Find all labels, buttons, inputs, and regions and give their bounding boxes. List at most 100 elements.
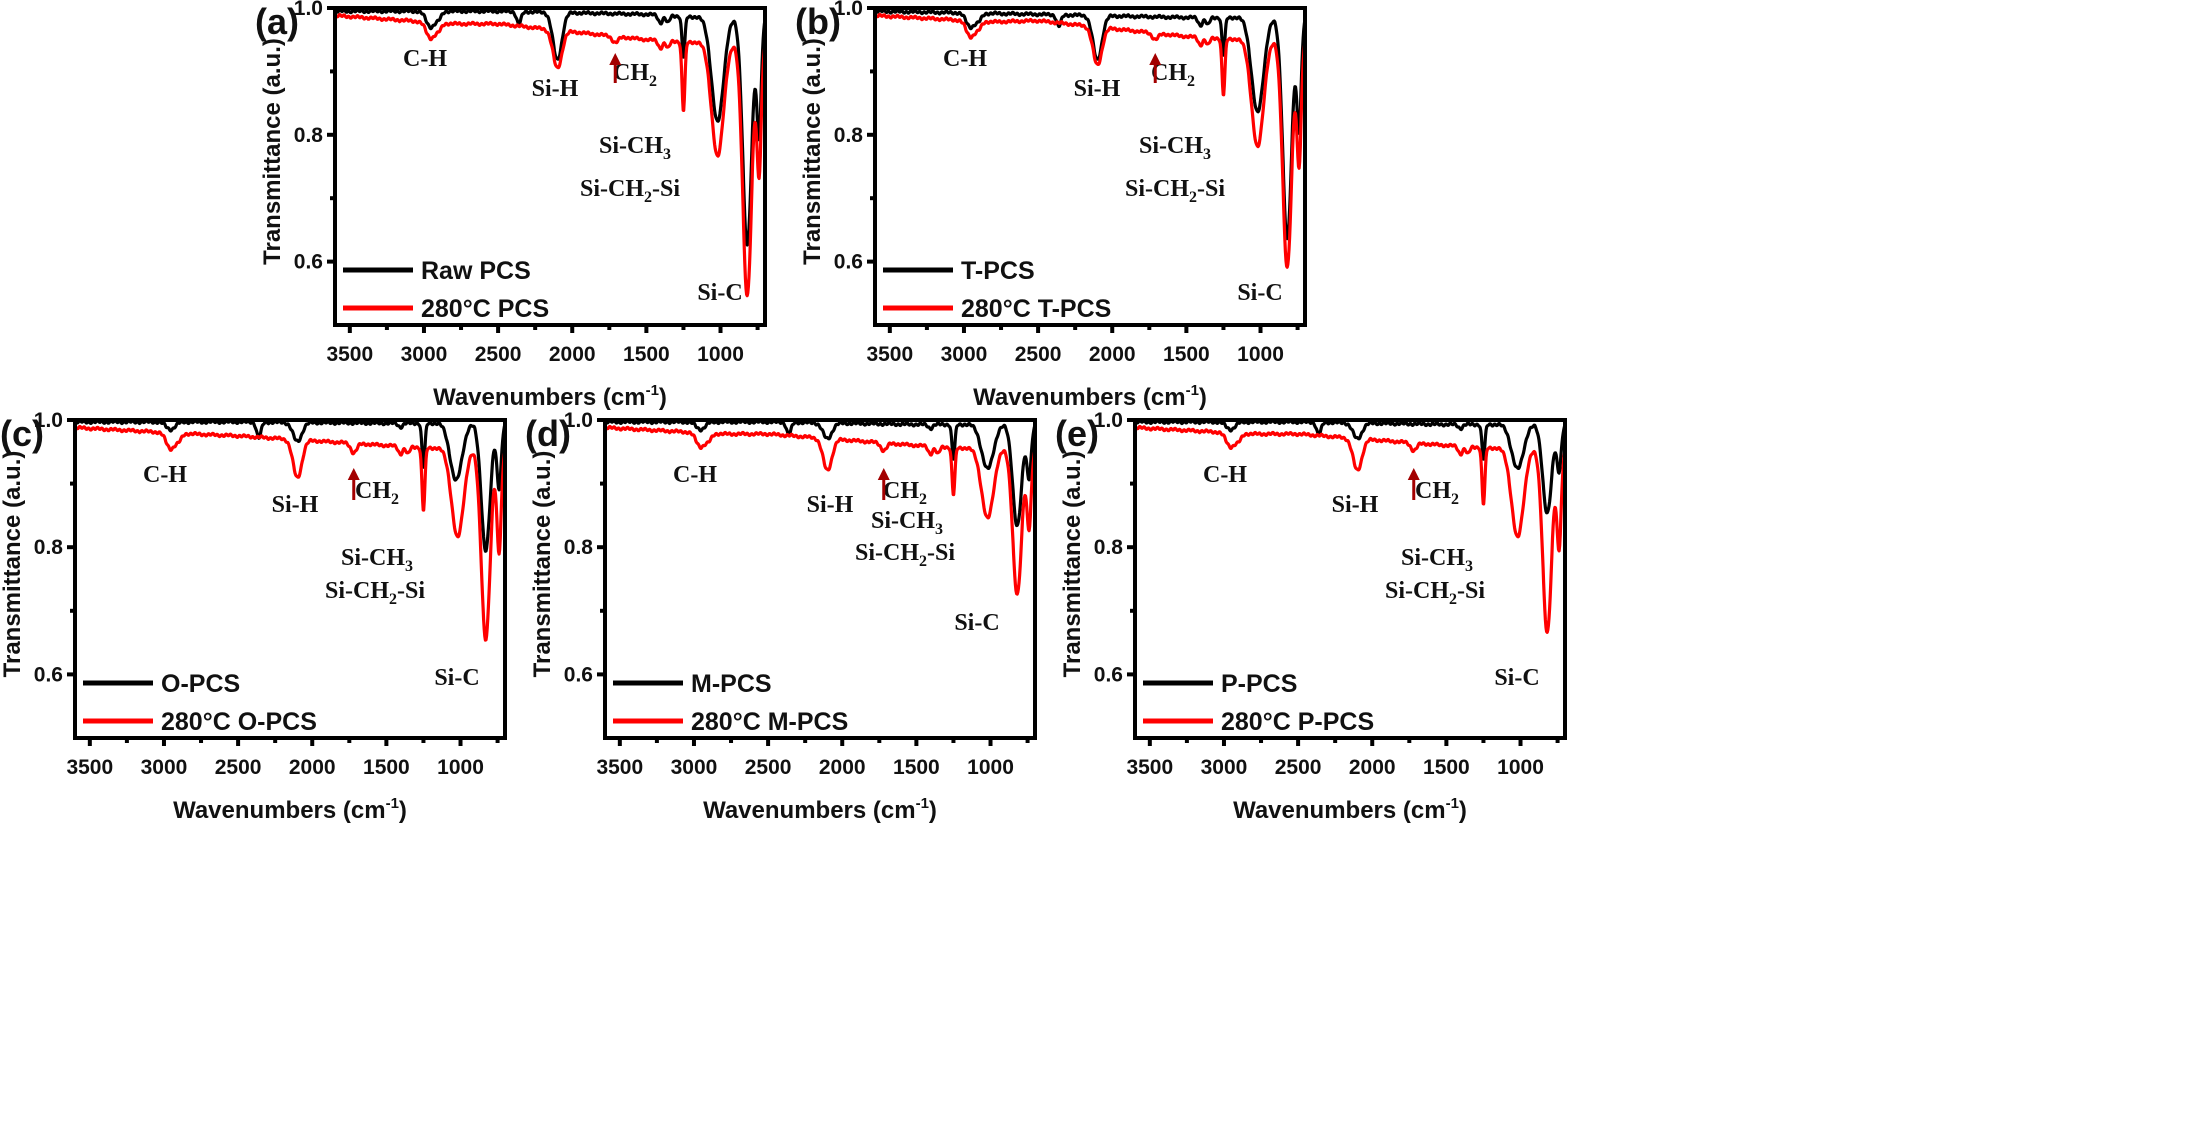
annotation-c-h: C-H <box>403 46 447 72</box>
x-tick-label: 2500 <box>215 756 262 779</box>
x-tick-label: 3000 <box>941 343 988 366</box>
annotation-si-ch2-si: Si-CH2-Si <box>325 578 425 608</box>
y-tick-label: 0.6 <box>294 251 323 274</box>
y-tick-label: 1.0 <box>34 409 63 432</box>
x-tick-label: 3500 <box>1126 756 1173 779</box>
annotation-c-h: C-H <box>673 462 717 488</box>
x-axis-title: Wavenumbers (cm-1) <box>173 795 407 824</box>
legend-label: 280°C P-PCS <box>1221 708 1374 736</box>
y-tick-label: 0.8 <box>834 124 864 147</box>
annotation-c-h: C-H <box>1203 462 1247 488</box>
series-line-raw <box>74 419 507 553</box>
annotation-si-ch3: Si-CH3 <box>341 545 413 575</box>
arrow-head-icon <box>609 53 622 65</box>
x-tick-label: 1500 <box>1423 756 1470 779</box>
y-tick-label: 0.8 <box>294 124 324 147</box>
x-tick-label: 2500 <box>1015 343 1062 366</box>
annotation-ch2: CH2 <box>1415 478 1459 508</box>
panel-e: 0.6 0.8 1.0 3500 3000 2500 2000 1500 1000 Wavenum… <box>1055 409 1567 824</box>
x-tick-label: 3500 <box>866 343 913 366</box>
annotation-si-h: Si-H <box>532 76 579 102</box>
y-tick-label: 1.0 <box>294 0 323 20</box>
annotation-si-c: Si-C <box>1237 280 1282 306</box>
annotation-si-h: Si-H <box>1074 76 1121 102</box>
y-tick-label: 0.6 <box>564 663 593 686</box>
x-tick-label: 1000 <box>1497 756 1544 779</box>
x-tick-label: 3000 <box>141 756 188 779</box>
y-tick-label: 1.0 <box>834 0 863 20</box>
annotation-si-ch2-si: Si-CH2-Si <box>1385 578 1485 608</box>
x-tick-label: 1000 <box>1237 343 1284 366</box>
annotation-si-h: Si-H <box>272 492 319 518</box>
arrow-head-icon <box>1149 53 1162 65</box>
arrow-head-icon <box>347 468 360 480</box>
annotation-si-ch3: Si-CH3 <box>1401 545 1473 575</box>
x-tick-label: 3000 <box>401 343 448 366</box>
x-tick-label: 2500 <box>745 756 792 779</box>
panel-label: (a) <box>255 1 299 42</box>
y-axis-title: Transmittance (a.u.) <box>0 451 26 678</box>
x-tick-label: 3000 <box>671 756 718 779</box>
annotation-si-c: Si-C <box>697 280 742 306</box>
legend-label: 280°C O-PCS <box>161 708 317 736</box>
series-line-heated <box>1134 424 1567 634</box>
annotation-ch2: CH2 <box>883 478 927 508</box>
x-axis-title: Wavenumbers (cm-1) <box>973 382 1207 411</box>
annotation-si-h: Si-H <box>1332 492 1379 518</box>
legend-label: 280°C T-PCS <box>961 295 1111 323</box>
legend-label: Raw PCS <box>421 257 531 285</box>
series-line-heated <box>74 424 507 642</box>
x-tick-label: 2000 <box>819 756 866 779</box>
arrow-head-icon <box>877 468 890 480</box>
panel-b: 0.6 0.8 1.0 3500 3000 2500 2000 1500 1000 Wavenum… <box>795 0 1307 411</box>
x-tick-label: 2500 <box>1275 756 1322 779</box>
legend-label: 280°C PCS <box>421 295 549 323</box>
panel-label: (b) <box>795 1 841 42</box>
y-axis-title: Transmittance (a.u.) <box>259 38 286 265</box>
legend-label: 280°C M-PCS <box>691 708 848 736</box>
x-tick-label: 1500 <box>1163 343 1210 366</box>
x-tick-label: 3500 <box>326 343 373 366</box>
x-tick-label: 2500 <box>475 343 522 366</box>
series-line-heated <box>874 12 1307 269</box>
annotation-si-h: Si-H <box>807 492 854 518</box>
annotation-c-h: C-H <box>943 46 987 72</box>
y-axis-title: Transmittance (a.u.) <box>529 451 556 678</box>
x-tick-label: 1500 <box>363 756 410 779</box>
legend-label: M-PCS <box>691 670 772 698</box>
y-axis-title: Transmittance (a.u.) <box>799 38 826 265</box>
x-tick-label: 2000 <box>289 756 336 779</box>
panel-label: (d) <box>525 413 571 454</box>
plot-frame <box>1133 418 1567 740</box>
annotation-si-c: Si-C <box>434 665 479 691</box>
series-line-raw <box>874 8 1307 241</box>
annotation-si-ch3: Si-CH3 <box>871 508 943 538</box>
y-tick-label: 0.6 <box>34 663 63 686</box>
x-axis-title: Wavenumbers (cm-1) <box>1233 795 1467 824</box>
annotation-si-c: Si-C <box>954 610 999 636</box>
y-axis-title: Transmittance (a.u.) <box>1059 451 1086 678</box>
y-tick-label: 1.0 <box>1094 409 1123 432</box>
y-tick-label: 0.6 <box>834 251 863 274</box>
x-axis-title: Wavenumbers (cm-1) <box>703 795 937 824</box>
x-tick-label: 3500 <box>66 756 113 779</box>
legend-label: O-PCS <box>161 670 240 698</box>
plot-frame <box>873 6 1307 327</box>
annotation-si-c: Si-C <box>1494 665 1539 691</box>
annotation-ch2: CH2 <box>355 478 399 508</box>
annotation-si-ch3: Si-CH3 <box>1139 133 1211 163</box>
legend-label: T-PCS <box>961 257 1035 285</box>
panel-c: 0.6 0.8 1.0 3500 3000 2500 2000 1500 1000 Wavenum… <box>0 409 507 824</box>
y-tick-label: 0.8 <box>1094 536 1124 559</box>
panel-d: 0.6 0.8 1.0 3500 3000 2500 2000 1500 1000 Wavenum… <box>525 409 1037 824</box>
annotation-si-ch2-si: Si-CH2-Si <box>580 176 680 206</box>
legend-label: P-PCS <box>1221 670 1297 698</box>
x-tick-label: 1000 <box>697 343 744 366</box>
y-tick-label: 0.6 <box>1094 663 1123 686</box>
annotation-c-h: C-H <box>143 462 187 488</box>
panel-a: 0.6 0.8 1.0 3500 3000 2500 2000 1500 1000 Wavenum… <box>255 0 767 411</box>
x-tick-label: 2000 <box>1089 343 1136 366</box>
panel-label: (c) <box>0 413 44 454</box>
annotation-si-ch3: Si-CH3 <box>599 133 671 163</box>
